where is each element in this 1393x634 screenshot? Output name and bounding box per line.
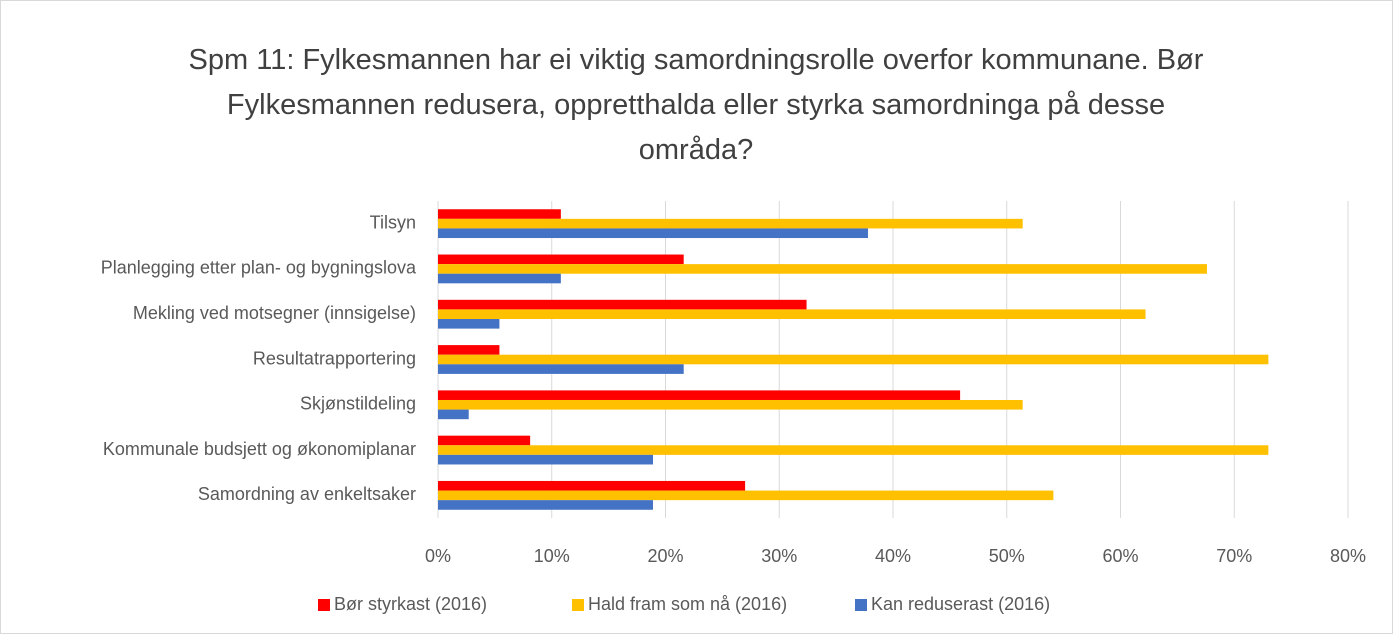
y-tick-label: Skjønstildeling bbox=[300, 394, 416, 414]
bar bbox=[438, 500, 653, 510]
bar bbox=[438, 399, 1023, 410]
bar bbox=[438, 480, 746, 491]
y-tick-label: Mekling ved motsegner (innsigelse) bbox=[133, 303, 416, 323]
bar bbox=[438, 445, 1269, 455]
bar bbox=[438, 390, 961, 400]
legend-swatch bbox=[855, 599, 867, 611]
x-tick-label: 50% bbox=[989, 546, 1025, 566]
x-tick-label: 40% bbox=[875, 546, 911, 566]
x-tick-label: 70% bbox=[1216, 546, 1252, 566]
bar bbox=[438, 273, 561, 284]
bar bbox=[438, 228, 868, 239]
bar bbox=[438, 490, 1054, 501]
bar bbox=[438, 309, 1146, 320]
bar bbox=[438, 209, 561, 219]
legend-label: Hald fram som nå (2016) bbox=[588, 594, 787, 614]
legend-swatch bbox=[318, 599, 330, 611]
x-tick-label: 60% bbox=[1102, 546, 1138, 566]
legend-label: Bør styrkast (2016) bbox=[334, 594, 487, 614]
bar bbox=[438, 364, 684, 374]
x-tick-label: 30% bbox=[761, 546, 797, 566]
x-tick-label: 20% bbox=[647, 546, 683, 566]
bar bbox=[438, 454, 653, 465]
bar bbox=[438, 435, 531, 446]
bar bbox=[438, 345, 500, 355]
y-tick-label: Kommunale budsjett og økonomiplanar bbox=[103, 439, 416, 459]
bar bbox=[438, 409, 469, 420]
y-tick-label: Samordning av enkeltsaker bbox=[198, 484, 416, 504]
bar bbox=[438, 299, 807, 310]
bar bbox=[438, 354, 1269, 365]
legend-label: Kan reduserast (2016) bbox=[871, 594, 1050, 614]
y-tick-label: Tilsyn bbox=[370, 212, 416, 232]
x-tick-label: 0% bbox=[425, 546, 451, 566]
bar bbox=[438, 264, 1207, 274]
y-tick-label: Resultatrapportering bbox=[253, 348, 416, 368]
legend-swatch bbox=[572, 599, 584, 611]
bar bbox=[438, 254, 684, 265]
bar bbox=[438, 319, 500, 329]
chart-title: Spm 11: Fylkesmannen har ei viktig samor… bbox=[188, 44, 1204, 166]
bar bbox=[438, 218, 1023, 229]
x-tick-label: 80% bbox=[1330, 546, 1366, 566]
x-tick-label: 10% bbox=[534, 546, 570, 566]
y-tick-label: Planlegging etter plan- og bygningslova bbox=[101, 258, 417, 278]
